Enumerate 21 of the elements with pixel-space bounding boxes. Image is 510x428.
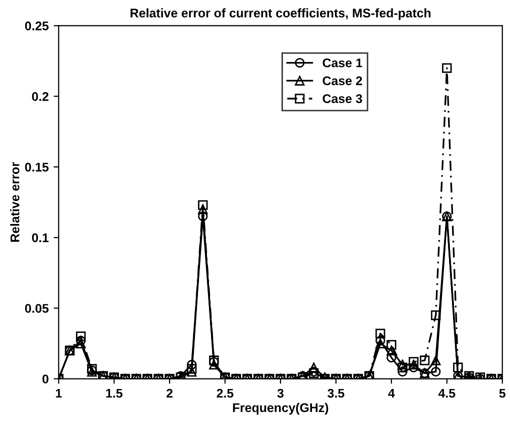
x-tick-label: 4.5 [438,388,456,398]
y-tick-label: 0.1 [32,233,49,242]
legend-label: Case 2 [322,76,362,86]
chart-title: Relative error of current coefficients, MS-fed-patch [130,8,430,20]
legend-label: Case 1 [322,58,362,68]
y-tick-label: 0 [42,374,48,384]
x-axis-title: Frequency(GHz) [233,402,328,415]
x-tick-label: 3.5 [328,388,344,398]
y-tick-label: 0.2 [32,92,48,101]
x-tick-label: 1 [56,388,62,398]
y-tick-label: 0.05 [25,304,49,313]
x-tick-label: 4 [388,388,395,398]
x-tick-label: 1.5 [106,388,122,398]
x-tick-label: 2.5 [216,388,234,398]
y-tick-label: 0.15 [25,162,49,172]
x-tick-label: 2 [166,388,173,398]
y-tick-label: 0.25 [25,21,49,30]
x-tick-label: 3 [277,388,284,398]
legend-label: Case 3 [322,94,362,104]
x-tick-label: 5 [499,388,506,398]
y-axis-title: Relative error [10,162,20,242]
